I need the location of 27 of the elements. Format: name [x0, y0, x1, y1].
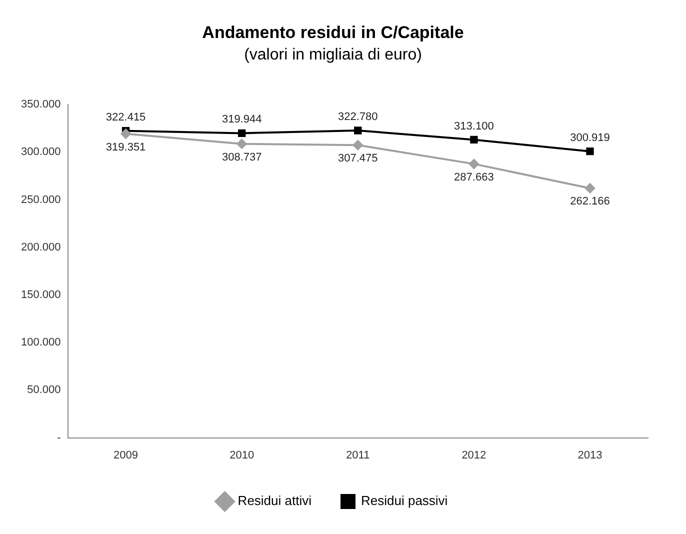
data-label: 262.166 — [570, 196, 610, 208]
data-label: 300.919 — [570, 132, 610, 144]
x-tick-label: 2010 — [230, 449, 254, 462]
chart-subtitle: (valori in migliaia di euro) — [244, 46, 422, 64]
data-label: 287.663 — [454, 171, 494, 184]
data-label: 319.351 — [106, 141, 146, 154]
data-label: 319.944 — [222, 114, 262, 126]
legend-label: Residui attivi — [238, 493, 312, 508]
y-tick-label: 350.000 — [20, 98, 61, 111]
x-tick-label: 2013 — [578, 449, 602, 462]
data-label: 313.100 — [454, 120, 494, 132]
x-tick-label: 2012 — [462, 449, 486, 462]
data-label: 307.475 — [338, 152, 378, 165]
y-tick-label: 300.000 — [20, 146, 61, 158]
x-tick-label: 2011 — [346, 449, 370, 462]
y-tick-label: 50.000 — [27, 384, 61, 396]
y-tick-label: 150.000 — [20, 289, 61, 302]
data-label: 308.737 — [222, 151, 262, 164]
y-tick-label: 200.000 — [20, 241, 61, 254]
y-tick-label: - — [57, 432, 62, 444]
y-tick-label: 250.000 — [20, 194, 61, 206]
y-tick-label: 100.000 — [20, 336, 61, 349]
data-label: 322.780 — [338, 111, 378, 124]
x-tick-label: 2009 — [114, 449, 138, 462]
legend-label: Residui passivi — [360, 493, 448, 508]
chart-title: Andamento residui in C/Capitale — [202, 22, 464, 42]
data-label: 322.415 — [106, 111, 146, 124]
